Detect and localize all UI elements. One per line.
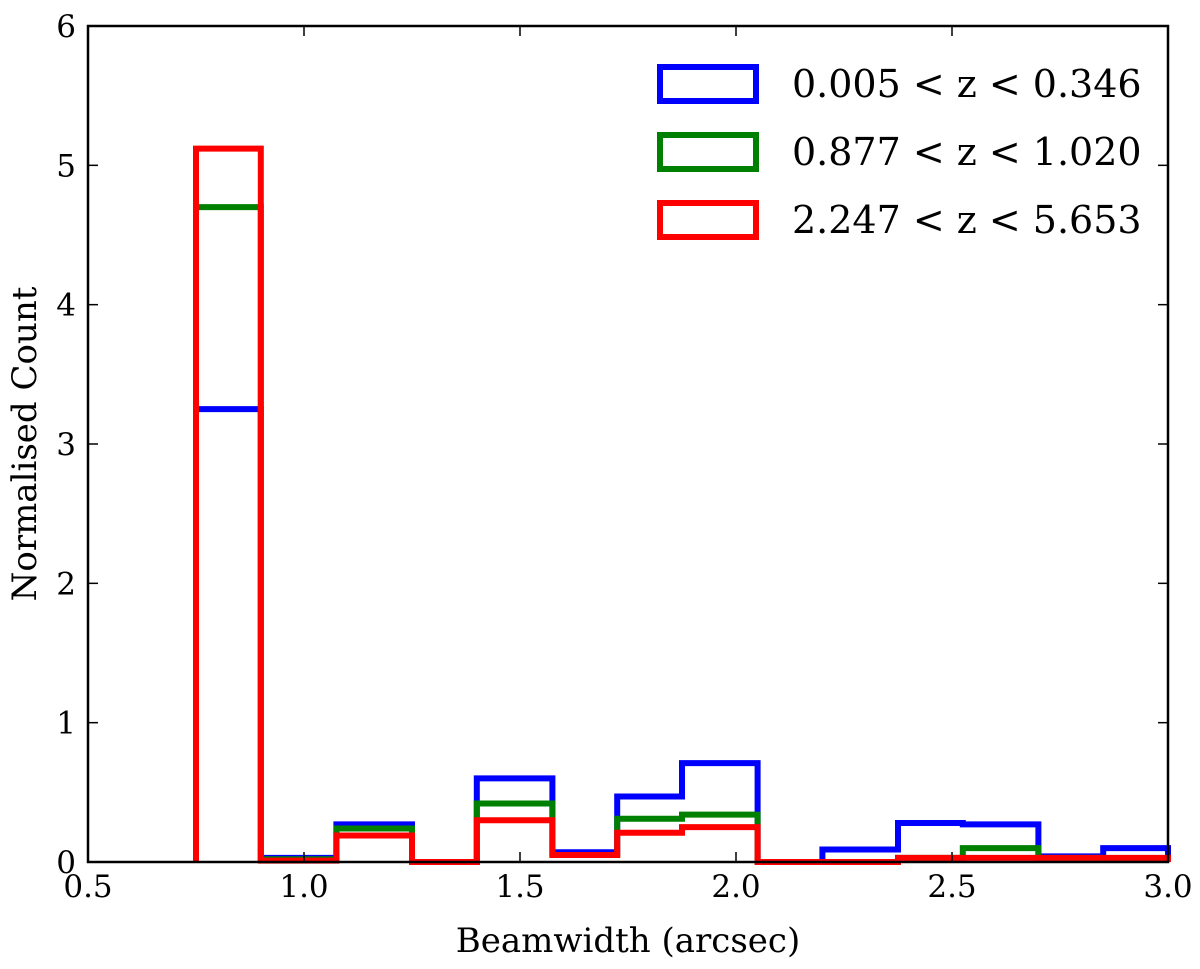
series-3-step-line [193,145,1171,865]
y-tick-label: 4 [56,288,76,324]
x-axis-label: Beamwidth (arcsec) [456,921,800,961]
y-tick-label: 1 [56,706,76,742]
y-tick-label: 6 [56,9,76,45]
y-tick-label: 5 [56,148,76,184]
y-tick-label: 2 [56,566,76,602]
x-tick-label: 1.0 [279,869,328,905]
y-tick-label: 3 [56,427,76,463]
legend-swatch-2 [657,132,759,172]
legend: 0.005 < z < 0.346 0.877 < z < 1.020 2.247 … [657,62,1142,242]
y-tick-label: 0 [56,845,76,881]
x-tick-label: 2.0 [711,869,760,905]
legend-swatch-1 [657,64,759,104]
legend-label-1: 0.005 < z < 0.346 [792,62,1142,106]
legend-label-3: 2.247 < z < 5.653 [792,198,1142,242]
x-tick-label: 0.5 [63,869,112,905]
legend-label-2: 0.877 < z < 1.020 [792,130,1142,174]
series-layer [193,145,1171,865]
y-axis-label: Normalised Count [5,286,45,601]
x-tick-label: 3.0 [1143,869,1192,905]
ticks-layer: 0.5 1.0 1.5 2.0 2.5 3.0 0 1 2 3 4 5 6 [56,9,1192,905]
x-tick-label: 1.5 [495,869,544,905]
legend-swatch-3 [657,200,759,240]
series-1-step-line [193,406,1171,865]
x-tick-label: 2.5 [927,869,976,905]
